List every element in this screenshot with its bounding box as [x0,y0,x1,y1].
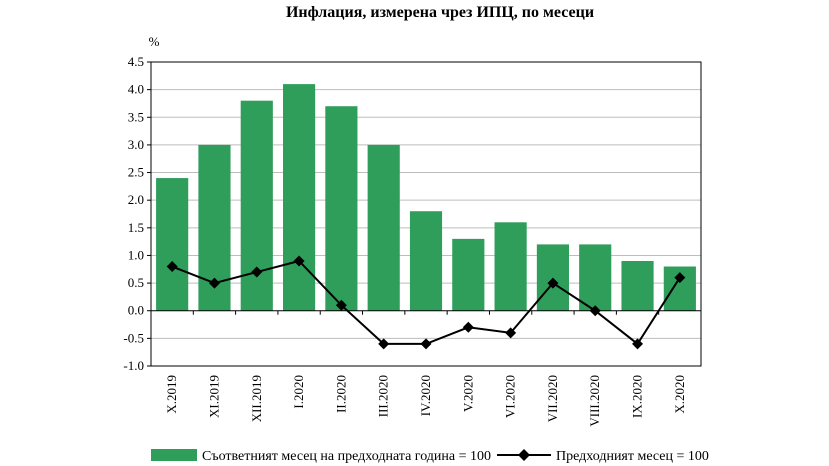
y-tick-label: 3.5 [128,109,144,124]
y-tick-label: 0.5 [128,275,144,290]
bar [156,178,189,311]
bar [283,84,316,311]
x-tick-label: IV.2020 [418,375,433,416]
line-point-marker [208,277,220,289]
x-tick-label: X.2019 [164,375,179,414]
y-tick-label: -0.5 [123,330,144,345]
bar [579,244,612,311]
line-point-marker [589,305,601,317]
plot-frame [150,61,702,367]
legend-line-marker [518,449,530,461]
bar [325,106,358,311]
y-tick-label: 2.5 [128,165,144,180]
plot-area: 4.5 4.0 3.5 3.0 2.5 2.0 1.5 1.0 0.5 0.0 -0.5 -1.0 X.… [123,54,702,427]
line-point-marker [166,261,178,273]
line-point-marker [420,338,432,350]
x-tick-label: IX.2020 [630,375,645,418]
line-point-marker [335,299,347,311]
y-tick-label: 1.5 [128,220,144,235]
legend: Съответният месец на предходната година … [151,449,709,464]
y-tick-label: 1.0 [128,247,144,262]
x-tick-label: I.2020 [291,375,306,409]
line-point-marker [293,255,305,267]
x-tick-label: XI.2019 [206,375,221,418]
x-tick-label: III.2020 [376,375,391,417]
x-tick-label: II.2020 [333,375,348,413]
line-point-marker [462,321,474,333]
line-point-marker [505,327,517,339]
bar [240,100,273,311]
y-tick-label: 0.0 [128,303,144,318]
x-tick-label: VII.2020 [545,375,560,422]
x-tick-label: VIII.2020 [587,375,602,427]
bar [409,211,443,311]
legend-line-label: Предходният месец = 100 [556,449,709,464]
bar [621,260,654,311]
line-point-marker [632,338,644,350]
bar [536,244,569,311]
y-axis-unit-label: % [149,34,160,49]
line-point-marker [378,338,390,350]
legend-bar-swatch [151,449,197,461]
y-tick-label: 4.5 [128,54,144,69]
chart-title: Инфлация, измерена чрез ИПЦ, по месеци [286,4,594,21]
y-tick-label: -1.0 [123,358,144,373]
bar [494,222,527,311]
line-point-marker [547,277,559,289]
line-point-marker [251,266,263,278]
y-tick-label: 3.0 [128,137,144,152]
x-tick-label: V.2020 [460,375,475,412]
bar [367,144,400,311]
y-tick-label: 4.0 [128,82,144,97]
line-point-marker [674,272,686,284]
bar [452,238,485,311]
y-tick-label: 2.0 [128,192,144,207]
x-tick-label: X.2020 [672,375,687,414]
x-tick-label: VI.2020 [503,375,518,418]
x-tick-label: XII.2019 [249,375,264,422]
legend-bar-label: Съответният месец на предходната година … [202,449,491,464]
